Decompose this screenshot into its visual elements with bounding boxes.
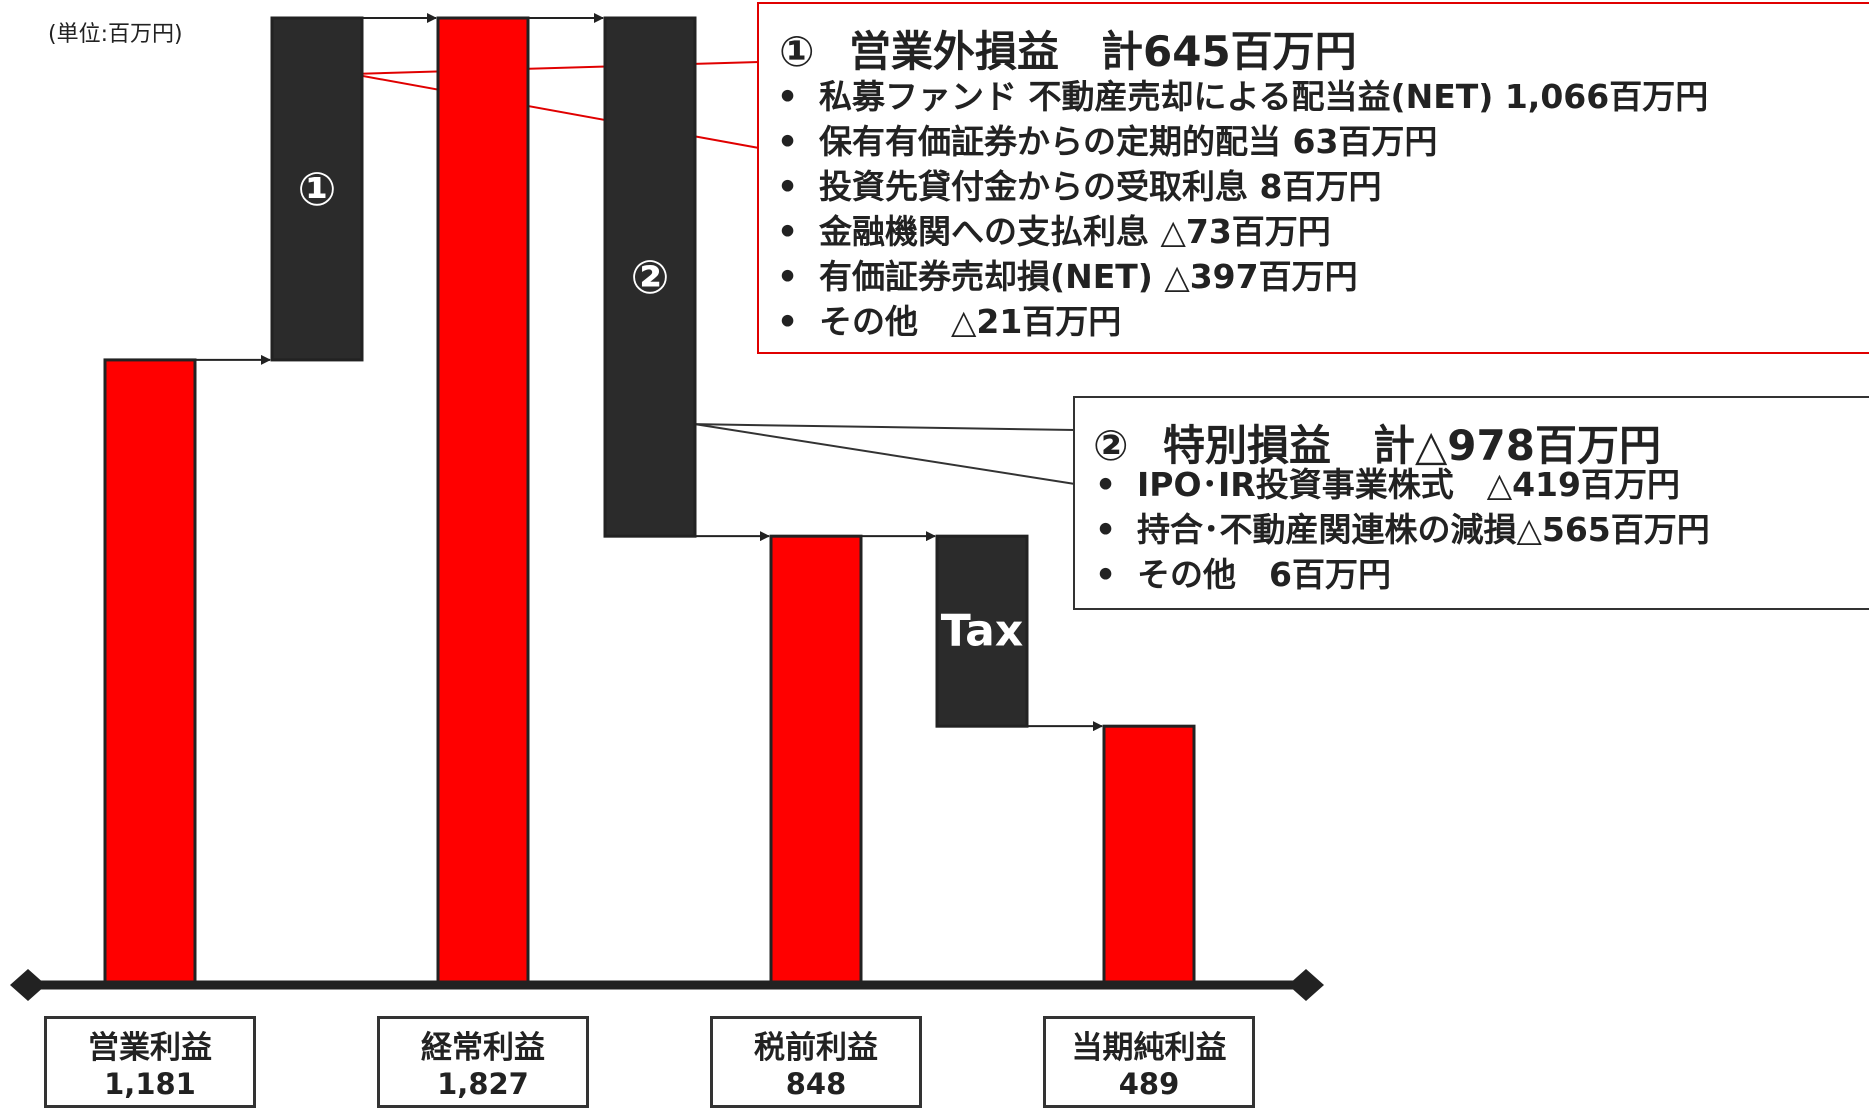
category-name: 営業利益 bbox=[88, 1030, 212, 1066]
category-value: 489 bbox=[1118, 1067, 1180, 1101]
callout-leader-line bbox=[351, 73, 760, 149]
callout-non-operating: ① 営業外損益 計645百万円 • 私募ファンド 不動産売却による配当益(NET) … bbox=[757, 2, 1869, 354]
callout-extraordinary: ② 特別損益 計△978百万円 • IPO･IR投資事業株式 △419百万円 • 持合… bbox=[1073, 396, 1869, 610]
list-item: • その他 6百万円 bbox=[1095, 555, 1391, 594]
list-item: • 有価証券売却損(NET) △397百万円 bbox=[777, 257, 1358, 296]
category-label-box: 税前利益 848 bbox=[710, 1016, 922, 1108]
bar-total bbox=[436, 16, 530, 987]
list-item: • 保有有価証券からの定期的配当 63百万円 bbox=[777, 122, 1438, 161]
category-name: 経常利益 bbox=[421, 1030, 545, 1066]
bar-step bbox=[270, 16, 364, 362]
callout-extraordinary-title: ② 特別損益 計△978百万円 bbox=[1093, 421, 1661, 470]
category-value: 848 bbox=[785, 1067, 847, 1101]
bar-total bbox=[1102, 724, 1196, 987]
list-item: • 私募ファンド 不動産売却による配当益(NET) 1,066百万円 bbox=[777, 77, 1709, 116]
step-bar-label: ① bbox=[298, 162, 337, 216]
bar-step bbox=[603, 16, 697, 538]
list-item: • 持合･不動産関連株の減損△565百万円 bbox=[1095, 510, 1710, 549]
category-name: 税前利益 bbox=[754, 1030, 878, 1066]
list-item: • その他 △21百万円 bbox=[777, 302, 1122, 341]
x-axis-right-end bbox=[1288, 969, 1324, 1001]
category-name: 当期純利益 bbox=[1071, 1030, 1227, 1066]
step-bar-label: ② bbox=[631, 250, 670, 304]
list-item: • 投資先貸付金からの受取利息 8百万円 bbox=[777, 167, 1382, 206]
callout-leader-line bbox=[351, 61, 760, 75]
callout-leader-line bbox=[694, 423, 1076, 431]
list-item: • IPO･IR投資事業株式 △419百万円 bbox=[1095, 465, 1680, 504]
category-label-box: 経常利益 1,827 bbox=[377, 1016, 589, 1108]
list-item: • 金融機関への支払利息 △73百万円 bbox=[777, 212, 1331, 251]
bar-total bbox=[103, 358, 197, 987]
category-label-box: 営業利益 1,181 bbox=[44, 1016, 256, 1108]
x-axis-left-end bbox=[10, 969, 46, 1001]
bar-total bbox=[769, 534, 863, 987]
callout-leader-line bbox=[694, 423, 1076, 485]
callout-non-operating-list: • 私募ファンド 不動産売却による配当益(NET) 1,066百万円 • 保有有価証… bbox=[777, 74, 1708, 344]
bar-step bbox=[935, 534, 1029, 728]
step-bar-label: Tax bbox=[941, 606, 1023, 657]
category-value: 1,827 bbox=[437, 1067, 529, 1101]
callout-extraordinary-list: • IPO･IR投資事業株式 △419百万円 • 持合･不動産関連株の減損△565百… bbox=[1095, 462, 1710, 597]
category-value: 1,181 bbox=[104, 1067, 196, 1101]
category-label-box: 当期純利益 489 bbox=[1043, 1016, 1255, 1108]
callout-non-operating-title: ① 営業外損益 計645百万円 bbox=[779, 27, 1357, 76]
unit-label: (単位:百万円) bbox=[48, 22, 183, 47]
